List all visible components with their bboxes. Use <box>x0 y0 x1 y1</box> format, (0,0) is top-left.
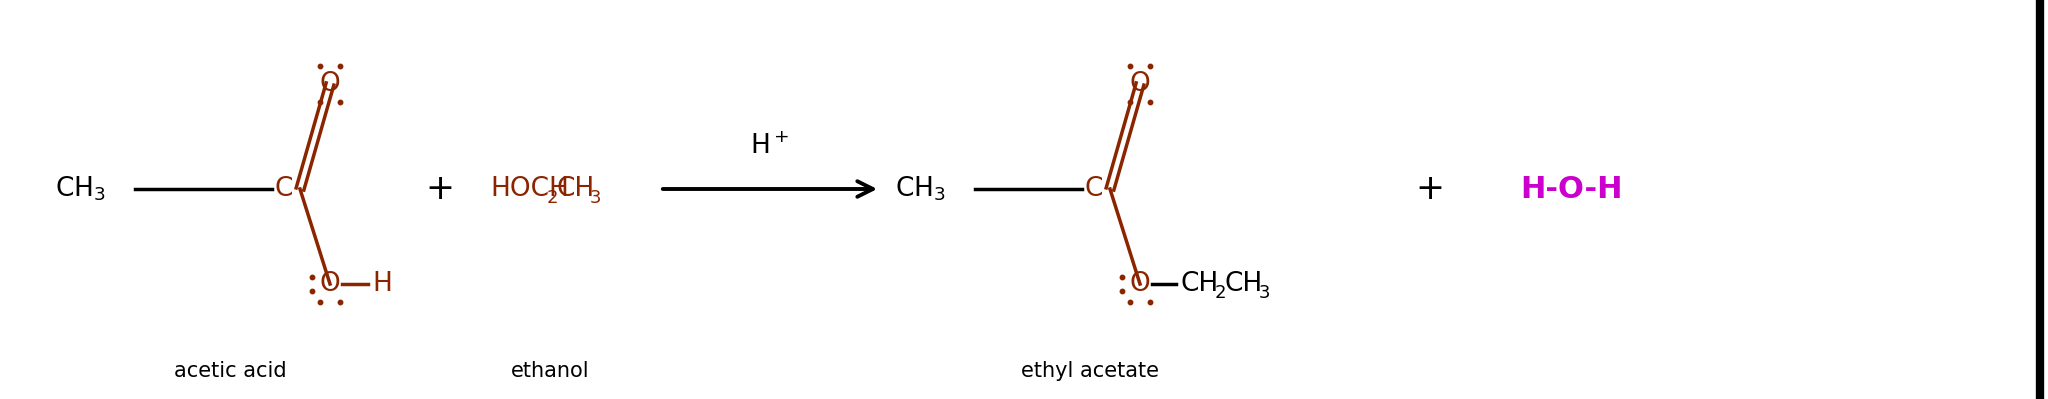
Text: H: H <box>373 271 391 297</box>
Text: O: O <box>1130 271 1151 297</box>
Text: C: C <box>274 176 293 202</box>
Text: HOCH: HOCH <box>489 176 569 202</box>
Text: CH$_3$: CH$_3$ <box>895 175 946 203</box>
Text: O: O <box>1130 71 1151 97</box>
Text: C: C <box>1083 176 1102 202</box>
Text: +: + <box>1415 172 1444 206</box>
Text: O: O <box>319 71 340 97</box>
Text: CH: CH <box>1180 271 1219 297</box>
Text: 2: 2 <box>547 189 559 207</box>
Text: 3: 3 <box>1260 284 1270 302</box>
Text: H$^+$: H$^+$ <box>750 134 791 160</box>
Text: ethanol: ethanol <box>510 361 590 381</box>
Text: CH: CH <box>1225 271 1262 297</box>
Text: H-O-H: H-O-H <box>1520 174 1622 203</box>
Text: CH$_3$: CH$_3$ <box>55 175 106 203</box>
Text: 3: 3 <box>590 189 602 207</box>
Text: acetic acid: acetic acid <box>174 361 287 381</box>
Text: O: O <box>319 271 340 297</box>
Text: CH: CH <box>555 176 594 202</box>
Text: 2: 2 <box>1214 284 1227 302</box>
Text: ethyl acetate: ethyl acetate <box>1022 361 1159 381</box>
Text: +: + <box>426 172 455 206</box>
